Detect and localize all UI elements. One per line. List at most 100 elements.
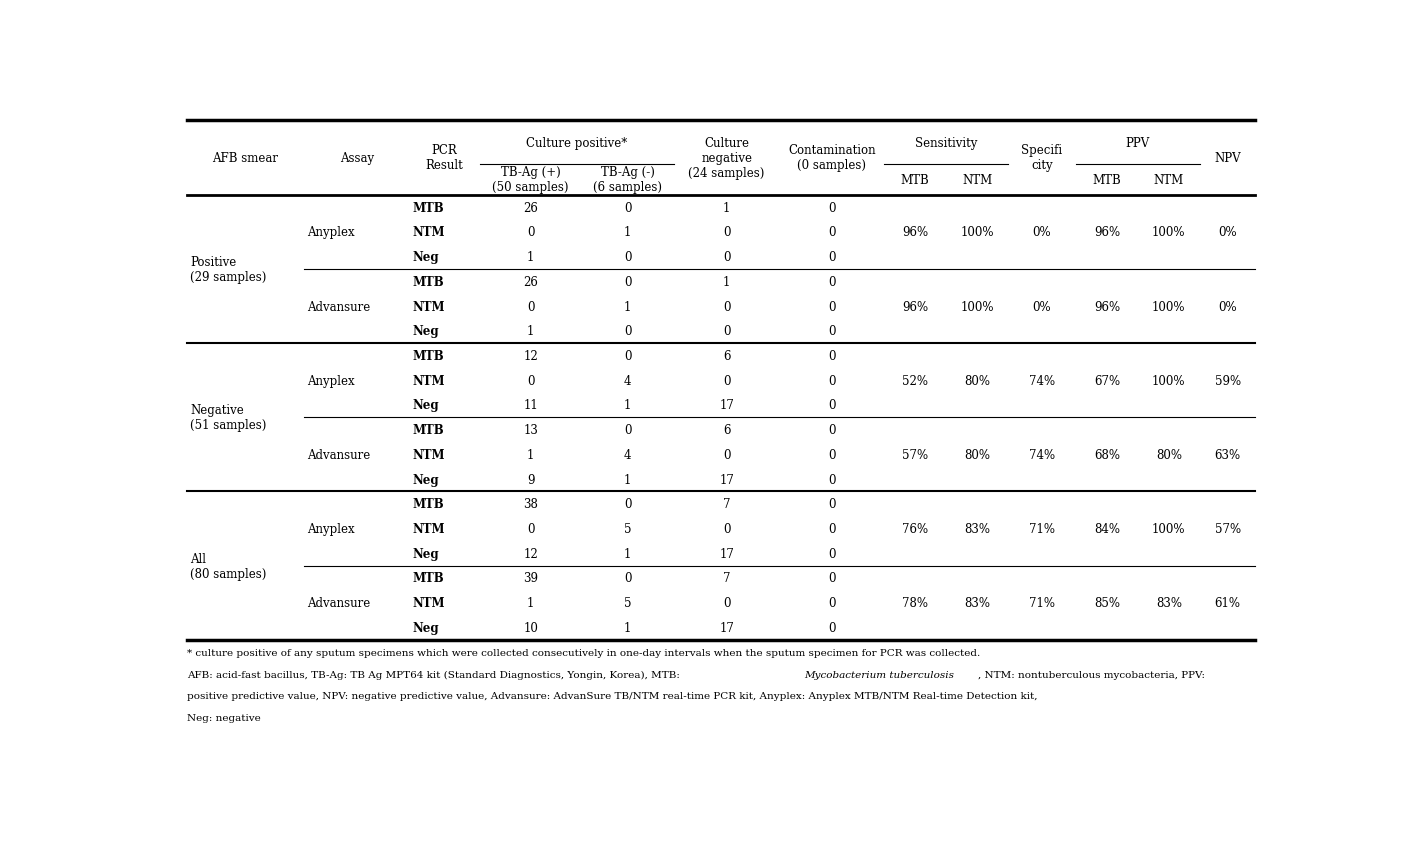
Text: 1: 1 (625, 226, 632, 239)
Text: 1: 1 (625, 473, 632, 486)
Text: 12: 12 (523, 547, 537, 560)
Text: 0: 0 (623, 498, 632, 511)
Text: 71%: 71% (1029, 597, 1055, 609)
Text: NTM: NTM (412, 597, 445, 609)
Text: Contamination
(0 samples): Contamination (0 samples) (788, 144, 875, 172)
Text: 74%: 74% (1029, 448, 1055, 462)
Text: 17: 17 (719, 399, 734, 412)
Text: 17: 17 (719, 621, 734, 634)
Text: 96%: 96% (1093, 226, 1120, 239)
Text: MTB: MTB (412, 275, 445, 289)
Text: NPV: NPV (1214, 152, 1241, 165)
Text: 0: 0 (829, 448, 836, 462)
Text: 0: 0 (829, 300, 836, 313)
Text: 0: 0 (723, 522, 730, 535)
Text: 83%: 83% (964, 597, 991, 609)
Text: 0: 0 (829, 498, 836, 511)
Text: 96%: 96% (1093, 300, 1120, 313)
Text: 5: 5 (623, 597, 632, 609)
Text: MTB: MTB (412, 349, 445, 363)
Text: 0: 0 (829, 325, 836, 338)
Text: Neg: Neg (412, 325, 439, 338)
Text: 0: 0 (829, 522, 836, 535)
Text: 0: 0 (829, 547, 836, 560)
Text: 0: 0 (829, 621, 836, 634)
Text: MTB: MTB (412, 571, 445, 585)
Text: 84%: 84% (1095, 522, 1120, 535)
Text: 59%: 59% (1214, 374, 1241, 387)
Text: 4: 4 (623, 448, 632, 462)
Text: MTB: MTB (900, 174, 930, 187)
Text: 63%: 63% (1214, 448, 1241, 462)
Text: 5: 5 (623, 522, 632, 535)
Text: 4: 4 (623, 374, 632, 387)
Text: 26: 26 (523, 202, 537, 214)
Text: NTM: NTM (412, 300, 445, 313)
Text: 61%: 61% (1214, 597, 1241, 609)
Text: NTM: NTM (412, 448, 445, 462)
Text: Assay: Assay (339, 152, 374, 165)
Text: 0: 0 (723, 448, 730, 462)
Text: 7: 7 (723, 498, 730, 511)
Text: All
(80 samples): All (80 samples) (190, 552, 266, 580)
Text: 1: 1 (528, 448, 535, 462)
Text: AFB: acid-fast bacillus, TB-Ag: TB Ag MPT64 kit (Standard Diagnostics, Yongin, K: AFB: acid-fast bacillus, TB-Ag: TB Ag MP… (187, 670, 682, 679)
Text: 0: 0 (623, 251, 632, 263)
Text: 0: 0 (623, 275, 632, 289)
Text: 0: 0 (623, 325, 632, 338)
Text: 74%: 74% (1029, 374, 1055, 387)
Text: 78%: 78% (902, 597, 929, 609)
Text: NTM: NTM (412, 522, 445, 535)
Text: 100%: 100% (1152, 226, 1186, 239)
Text: 0: 0 (526, 226, 535, 239)
Text: 100%: 100% (1152, 374, 1186, 387)
Text: Advansure: Advansure (308, 300, 371, 313)
Text: MTB: MTB (412, 202, 445, 214)
Text: 0: 0 (829, 597, 836, 609)
Text: 0: 0 (829, 226, 836, 239)
Text: 83%: 83% (1155, 597, 1182, 609)
Text: * culture positive of any sputum specimens which were collected consecutively in: * culture positive of any sputum specime… (187, 648, 981, 657)
Text: TB-Ag (-)
(6 samples): TB-Ag (-) (6 samples) (594, 166, 663, 194)
Text: Culture positive*: Culture positive* (526, 137, 628, 149)
Text: 6: 6 (723, 349, 730, 363)
Text: 57%: 57% (902, 448, 929, 462)
Text: Neg: Neg (412, 547, 439, 560)
Text: 17: 17 (719, 547, 734, 560)
Text: MTB: MTB (1093, 174, 1121, 187)
Text: 1: 1 (625, 399, 632, 412)
Text: 0: 0 (623, 424, 632, 436)
Text: 17: 17 (719, 473, 734, 486)
Text: PPV: PPV (1126, 137, 1150, 149)
Text: 0: 0 (829, 424, 836, 436)
Text: Culture
negative
(24 samples): Culture negative (24 samples) (688, 137, 765, 180)
Text: Neg: Neg (412, 251, 439, 263)
Text: 0%: 0% (1218, 226, 1237, 239)
Text: 13: 13 (523, 424, 537, 436)
Text: 0: 0 (723, 226, 730, 239)
Text: Neg: negative: Neg: negative (187, 713, 260, 722)
Text: 57%: 57% (1214, 522, 1241, 535)
Text: TB-Ag (+)
(50 samples): TB-Ag (+) (50 samples) (492, 166, 568, 194)
Text: 80%: 80% (964, 374, 991, 387)
Text: 80%: 80% (964, 448, 991, 462)
Text: Advansure: Advansure (308, 448, 371, 462)
Text: 0: 0 (526, 522, 535, 535)
Text: 1: 1 (528, 251, 535, 263)
Text: 0: 0 (723, 325, 730, 338)
Text: 83%: 83% (964, 522, 991, 535)
Text: 0: 0 (829, 349, 836, 363)
Text: 100%: 100% (961, 300, 993, 313)
Text: 100%: 100% (1152, 522, 1186, 535)
Text: 38: 38 (523, 498, 537, 511)
Text: Mycobacterium tuberculosis: Mycobacterium tuberculosis (803, 670, 954, 679)
Text: 0: 0 (829, 374, 836, 387)
Text: 0: 0 (623, 202, 632, 214)
Text: positive predictive value, NPV: negative predictive value, Advansure: AdvanSure : positive predictive value, NPV: negative… (187, 691, 1037, 701)
Text: 0: 0 (723, 300, 730, 313)
Text: 1: 1 (625, 300, 632, 313)
Text: 0: 0 (829, 571, 836, 585)
Text: 67%: 67% (1093, 374, 1120, 387)
Text: Positive
(29 samples): Positive (29 samples) (190, 256, 266, 284)
Text: 10: 10 (523, 621, 537, 634)
